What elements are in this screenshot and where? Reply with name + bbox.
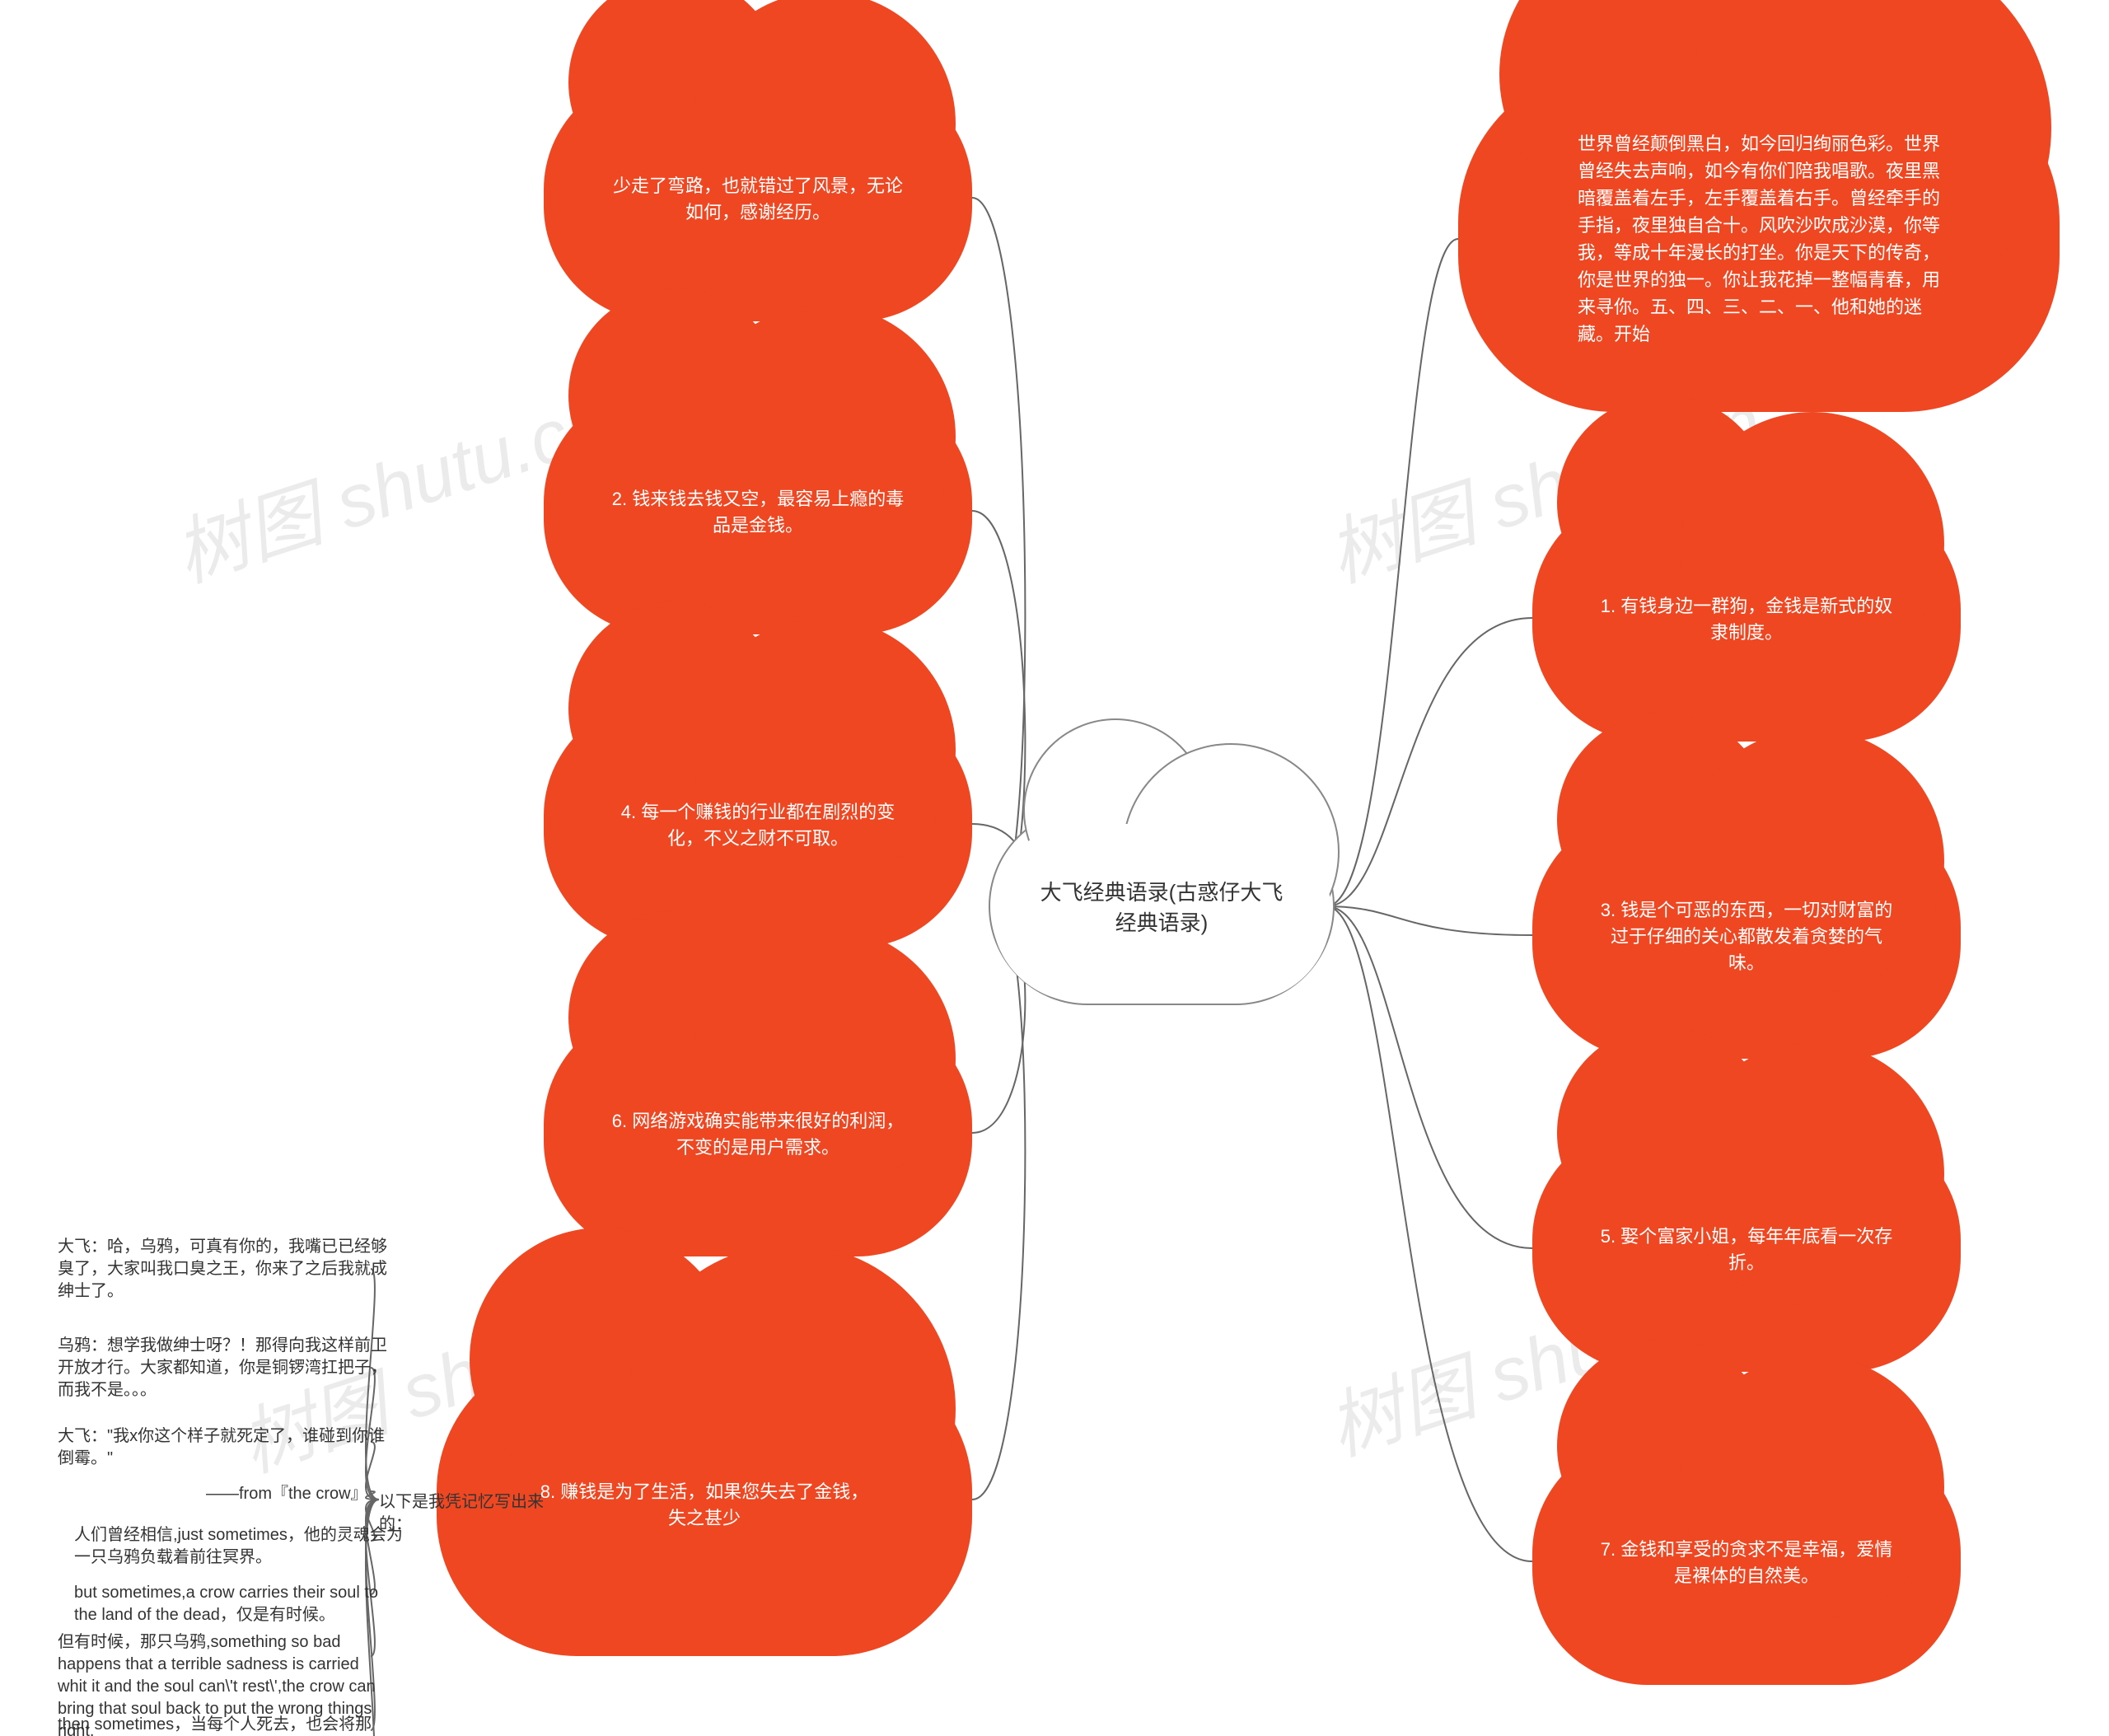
sub-item: 大飞：哈，乌鸦，可真有你的，我嘴已已经够臭了，大家叫我口臭之王，你来了之后我就成… <box>58 1236 387 1303</box>
cloud-left-2[interactable]: 2. 钱来钱去钱又空，最容易上瘾的毒品是金钱。 <box>544 387 972 634</box>
cloud-left-3[interactable]: 4. 每一个赚钱的行业都在剧烈的变化，不义之财不可取。 <box>544 700 972 948</box>
cloud-right-4[interactable]: 5. 娶个富家小姐，每年年底看一次存折。 <box>1532 1125 1961 1372</box>
center-label: 大飞经典语录(古惑仔大飞经典语录) <box>1040 876 1284 937</box>
sub-item: ——from『the crow』 <box>206 1483 367 1505</box>
cloud-text: 少走了弯路，也就错过了风景，无论如何，感谢经历。 <box>610 171 906 224</box>
sub-item: 人们曾经相信,just sometimes，他的灵魂会为一只乌鸦负载着前往冥界。 <box>74 1524 404 1569</box>
cloud-text: 世界曾经颠倒黑白，如今回归绚丽色彩。世界曾经失去声响，如今有你们陪我唱歌。夜里黑… <box>1578 130 1940 348</box>
cloud-text: 3. 钱是个可恶的东西，一切对财富的过于仔细的关心都散发着贪婪的气味。 <box>1598 896 1895 975</box>
cloud-text: 6. 网络游戏确实能带来很好的利润，不变的是用户需求。 <box>610 1107 906 1159</box>
cloud-text: 2. 钱来钱去钱又空，最容易上瘾的毒品是金钱。 <box>610 484 906 537</box>
cloud-right-1[interactable]: 世界曾经颠倒黑白，如今回归绚丽色彩。世界曾经失去声响，如今有你们陪我唱歌。夜里黑… <box>1458 66 2060 412</box>
cloud-text: 5. 娶个富家小姐，每年年底看一次存折。 <box>1598 1222 1895 1275</box>
center-node[interactable]: 大飞经典语录(古惑仔大飞经典语录) <box>989 807 1335 1005</box>
canvas: 树图 shutu.cn 树图 shutu.cn 树图 shutu.cn 树图 s… <box>0 0 2109 1736</box>
cloud-left-4[interactable]: 6. 网络游戏确实能带来很好的利润，不变的是用户需求。 <box>544 1009 972 1256</box>
cloud-left-1[interactable]: 少走了弯路，也就错过了风景，无论如何，感谢经历。 <box>544 74 972 321</box>
cloud-text: 7. 金钱和享受的贪求不是幸福，爱情是裸体的自然美。 <box>1598 1535 1895 1588</box>
sub-item: but sometimes,a crow carries their soul … <box>74 1582 404 1626</box>
sublist-anchor: 以下是我凭记忆写出来的： <box>379 1491 552 1536</box>
cloud-text: 1. 有钱身边一群狗，金钱是新式的奴隶制度。 <box>1598 592 1895 644</box>
cloud-right-5[interactable]: 7. 金钱和享受的贪求不是幸福，爱情是裸体的自然美。 <box>1532 1438 1961 1685</box>
sub-item: then sometimes，当每个人死去，也会将那灵魂带回"people on… <box>58 1714 387 1736</box>
cloud-text: 8. 赚钱是为了生活，如果您失去了金钱，失之甚少 <box>531 1477 877 1530</box>
cloud-right-2[interactable]: 1. 有钱身边一群狗，金钱是新式的奴隶制度。 <box>1532 494 1961 742</box>
sub-item: 大飞："我x你这个样子就死定了，谁碰到你谁倒霉。" <box>58 1425 387 1470</box>
cloud-right-3[interactable]: 3. 钱是个可恶的东西，一切对财富的过于仔细的关心都散发着贪婪的气味。 <box>1532 812 1961 1059</box>
cloud-text: 4. 每一个赚钱的行业都在剧烈的变化，不义之财不可取。 <box>610 798 906 850</box>
sub-item: 乌鸦：想学我做绅士呀？！那得向我这样前卫开放才行。大家都知道，你是铜锣湾扛把子，… <box>58 1335 387 1401</box>
